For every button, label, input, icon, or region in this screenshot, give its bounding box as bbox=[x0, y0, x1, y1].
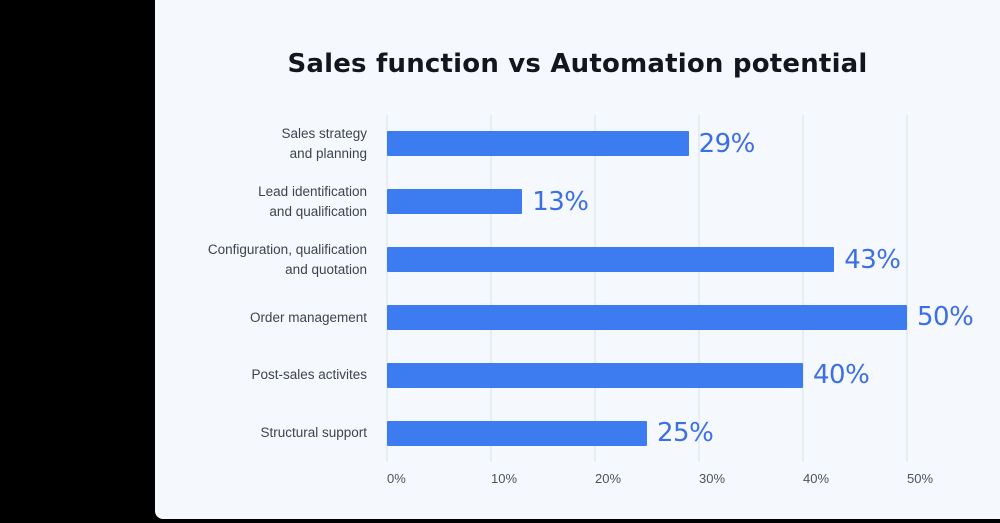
x-tick-label: 10% bbox=[491, 471, 518, 486]
gridline bbox=[802, 115, 804, 462]
x-tick-label: 30% bbox=[699, 471, 726, 486]
gridlines bbox=[386, 115, 908, 462]
gridline bbox=[490, 115, 492, 462]
bar-track: 25% bbox=[387, 404, 1000, 462]
category-label: Order management bbox=[249, 309, 367, 325]
gridline bbox=[386, 115, 388, 462]
chart-rows: Sales strategy and planning 29% Lead identi… bbox=[155, 115, 1000, 462]
bar-track: 40% bbox=[387, 346, 1000, 404]
x-tick-label: 20% bbox=[595, 471, 622, 486]
chart-row: Sales strategy and planning 29% bbox=[155, 115, 1000, 173]
chart-title: Sales function vs Automation potential bbox=[287, 49, 868, 79]
value-label: 40% bbox=[813, 360, 870, 391]
bar bbox=[387, 304, 907, 330]
chart-row: Configuration, qualification and quotatio… bbox=[155, 231, 1000, 289]
chart-card: Sales function vs Automation potential S… bbox=[155, 0, 1000, 519]
bar bbox=[387, 362, 803, 388]
bar-track: 13% bbox=[387, 173, 1000, 231]
value-label: 13% bbox=[532, 186, 589, 217]
value-label: 43% bbox=[844, 244, 901, 275]
gridline bbox=[906, 115, 908, 462]
bar-track: 50% bbox=[387, 288, 1000, 346]
chart-row: Lead identification and qualification 13% bbox=[155, 173, 1000, 231]
bar bbox=[387, 247, 835, 273]
chart-row: Post-sales activites 40% bbox=[155, 346, 1000, 404]
category-label: Configuration, qualification and quotatio… bbox=[207, 242, 367, 277]
bar bbox=[387, 189, 523, 215]
chart-row: Order management 50% bbox=[155, 288, 1000, 346]
x-tick-label: 0% bbox=[387, 471, 406, 486]
bar bbox=[387, 420, 647, 446]
x-tick-label: 50% bbox=[907, 471, 934, 486]
bar bbox=[387, 131, 689, 157]
bar-track: 29% bbox=[387, 115, 1000, 173]
chart-row: Structural support 25% bbox=[155, 404, 1000, 462]
category-label: Post-sales activites bbox=[251, 367, 367, 383]
x-tick-label: 40% bbox=[803, 471, 830, 486]
category-label: Sales strategy and planning bbox=[281, 126, 367, 161]
bar-track: 43% bbox=[387, 231, 1000, 289]
category-label: Structural support bbox=[260, 425, 367, 441]
gridline bbox=[698, 115, 700, 462]
value-label: 25% bbox=[657, 418, 714, 449]
value-label: 50% bbox=[917, 302, 974, 333]
x-axis-ticks: 0% 10% 20% 30% 40% 50% bbox=[387, 471, 933, 491]
category-label: Lead identification and qualification bbox=[258, 184, 367, 219]
value-label: 29% bbox=[698, 128, 756, 159]
gridline bbox=[594, 115, 596, 462]
